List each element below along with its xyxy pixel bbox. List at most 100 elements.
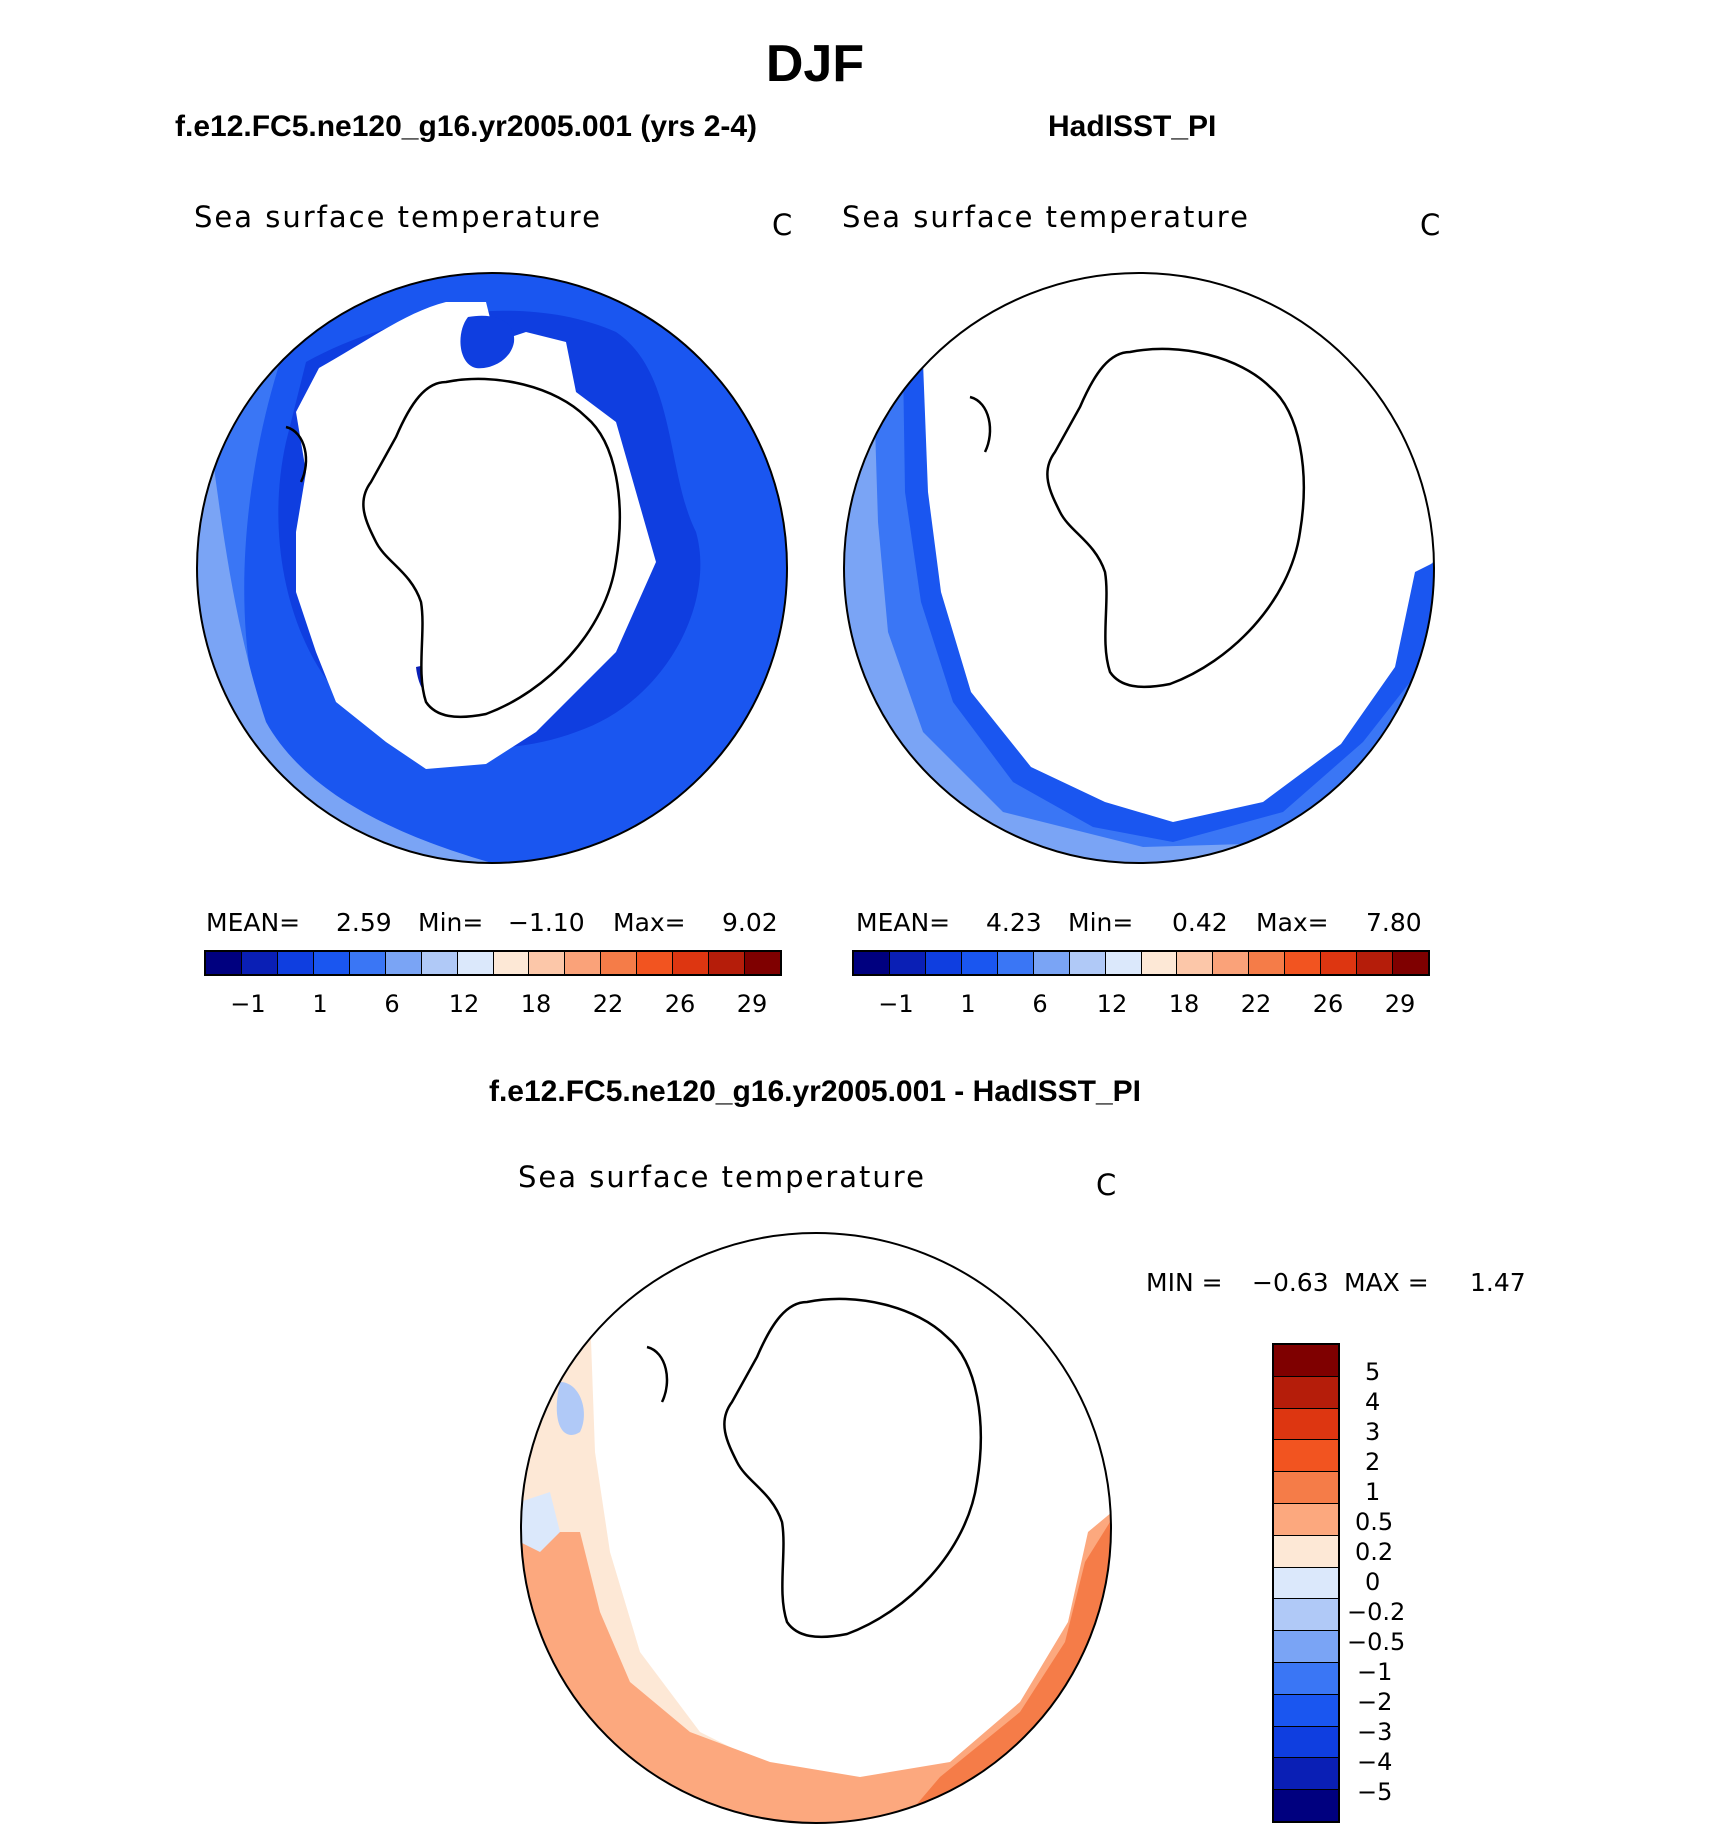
panel-2-title: HadISST_PI bbox=[1048, 110, 1217, 143]
difference-tick: 2 bbox=[1365, 1448, 1381, 1476]
panel-2-max-value: 7.80 bbox=[1366, 908, 1422, 937]
difference-tick: 0.2 bbox=[1355, 1538, 1394, 1566]
panel-2-units: C bbox=[1420, 208, 1441, 242]
panel-2-map bbox=[843, 272, 1435, 864]
colorbar-swatch bbox=[421, 952, 458, 974]
panel-1-tick: 12 bbox=[448, 990, 480, 1018]
panel-1-max-value: 9.02 bbox=[722, 908, 778, 937]
colorbar-swatch bbox=[637, 952, 674, 974]
difference-tick: 1 bbox=[1365, 1478, 1381, 1506]
colorbar-swatch bbox=[241, 952, 278, 974]
panel-2-tick: 26 bbox=[1312, 990, 1344, 1018]
panel-2-tick: 22 bbox=[1240, 990, 1272, 1018]
panel-1-tick: 1 bbox=[312, 990, 328, 1018]
panel-2-min-value: 0.42 bbox=[1172, 908, 1228, 937]
difference-title: f.e12.FC5.ne120_g16.yr2005.001 - HadISST… bbox=[488, 1075, 1142, 1108]
panel-2-tick: 18 bbox=[1168, 990, 1200, 1018]
colorbar-swatch bbox=[709, 952, 746, 974]
colorbar-swatch bbox=[854, 952, 890, 974]
difference-units: C bbox=[1096, 1168, 1117, 1202]
difference-map bbox=[520, 1232, 1112, 1824]
panel-2-min-label: Min= bbox=[1068, 908, 1134, 937]
colorbar-swatch bbox=[1274, 1503, 1338, 1536]
difference-max-label: MAX = bbox=[1344, 1268, 1429, 1297]
difference-tick: 5 bbox=[1365, 1358, 1381, 1386]
panel-2-tick: 12 bbox=[1096, 990, 1128, 1018]
colorbar-swatch bbox=[493, 952, 530, 974]
difference-min-label: MIN = bbox=[1146, 1268, 1223, 1297]
colorbar-swatch bbox=[1274, 1472, 1338, 1504]
colorbar-swatch bbox=[1141, 952, 1178, 974]
difference-tick: −2 bbox=[1357, 1688, 1393, 1716]
colorbar-swatch bbox=[1213, 952, 1250, 974]
panel-1-mean-value: 2.59 bbox=[336, 908, 392, 937]
panel-2-mean-value: 4.23 bbox=[986, 908, 1042, 937]
panel-1-min-label: Min= bbox=[418, 908, 484, 937]
colorbar-swatch bbox=[997, 952, 1034, 974]
colorbar-swatch bbox=[1274, 1726, 1338, 1759]
panel-1-min-value: −1.10 bbox=[508, 908, 585, 937]
difference-tick: −5 bbox=[1357, 1778, 1393, 1806]
main-title: DJF bbox=[765, 35, 865, 93]
colorbar-swatch bbox=[1274, 1535, 1338, 1568]
colorbar-swatch bbox=[1105, 952, 1142, 974]
colorbar-swatch bbox=[385, 952, 422, 974]
colorbar-swatch bbox=[1274, 1408, 1338, 1441]
colorbar-swatch bbox=[1274, 1662, 1338, 1695]
colorbar-swatch bbox=[925, 952, 962, 974]
panel-1-map bbox=[196, 272, 788, 864]
colorbar-swatch bbox=[1249, 952, 1286, 974]
colorbar-swatch bbox=[1274, 1694, 1338, 1727]
difference-tick: −3 bbox=[1357, 1718, 1393, 1746]
colorbar-swatch bbox=[1274, 1790, 1338, 1821]
colorbar-swatch bbox=[961, 952, 998, 974]
colorbar-swatch bbox=[457, 952, 494, 974]
difference-tick: −1 bbox=[1357, 1658, 1393, 1686]
difference-tick: −4 bbox=[1357, 1748, 1393, 1776]
panel-1-units: C bbox=[772, 208, 793, 242]
colorbar-swatch bbox=[1274, 1758, 1338, 1791]
difference-tick: −0.5 bbox=[1347, 1628, 1406, 1656]
colorbar-swatch bbox=[1274, 1599, 1338, 1632]
panel-1-mean-label: MEAN= bbox=[206, 908, 301, 937]
difference-colorbar bbox=[1272, 1343, 1340, 1823]
colorbar-swatch bbox=[673, 952, 710, 974]
difference-tick: −0.2 bbox=[1347, 1598, 1406, 1626]
colorbar-swatch bbox=[1274, 1567, 1338, 1600]
colorbar-swatch bbox=[1274, 1345, 1338, 1377]
colorbar-swatch bbox=[565, 952, 602, 974]
difference-tick: 3 bbox=[1365, 1418, 1381, 1446]
panel-1-tick: 18 bbox=[520, 990, 552, 1018]
colorbar-swatch bbox=[1069, 952, 1106, 974]
colorbar-swatch bbox=[277, 952, 314, 974]
colorbar-swatch bbox=[529, 952, 566, 974]
colorbar-swatch bbox=[1357, 952, 1394, 974]
panel-2-colorbar bbox=[852, 950, 1430, 976]
colorbar-swatch bbox=[1285, 952, 1322, 974]
panel-1-colorbar bbox=[204, 950, 782, 976]
panel-2-tick: −1 bbox=[878, 990, 914, 1018]
colorbar-swatch bbox=[1177, 952, 1214, 974]
panel-2-max-label: Max= bbox=[1256, 908, 1329, 937]
panel-1-tick: −1 bbox=[230, 990, 266, 1018]
difference-variable-label: Sea surface temperature bbox=[518, 1160, 926, 1194]
panel-1-max-label: Max= bbox=[613, 908, 686, 937]
panel-1-tick: 29 bbox=[736, 990, 768, 1018]
difference-min-value: −0.63 bbox=[1252, 1268, 1329, 1297]
difference-max-value: 1.47 bbox=[1470, 1268, 1526, 1297]
colorbar-swatch bbox=[349, 952, 386, 974]
colorbar-swatch bbox=[601, 952, 638, 974]
difference-tick: 0 bbox=[1365, 1568, 1381, 1596]
panel-1-variable-label: Sea surface temperature bbox=[194, 200, 602, 234]
colorbar-swatch bbox=[1274, 1631, 1338, 1663]
panel-2-variable-label: Sea surface temperature bbox=[842, 200, 1250, 234]
difference-tick: 0.5 bbox=[1355, 1508, 1394, 1536]
panel-2-mean-label: MEAN= bbox=[856, 908, 951, 937]
panel-2-colorbar-ticks: −1 1 6 12 18 22 26 29 bbox=[852, 990, 1430, 1020]
panel-1-tick: 22 bbox=[592, 990, 624, 1018]
panel-2-tick: 1 bbox=[960, 990, 976, 1018]
colorbar-swatch bbox=[1393, 952, 1428, 974]
panel-2-tick: 6 bbox=[1032, 990, 1048, 1018]
colorbar-swatch bbox=[1033, 952, 1070, 974]
colorbar-swatch bbox=[745, 952, 780, 974]
